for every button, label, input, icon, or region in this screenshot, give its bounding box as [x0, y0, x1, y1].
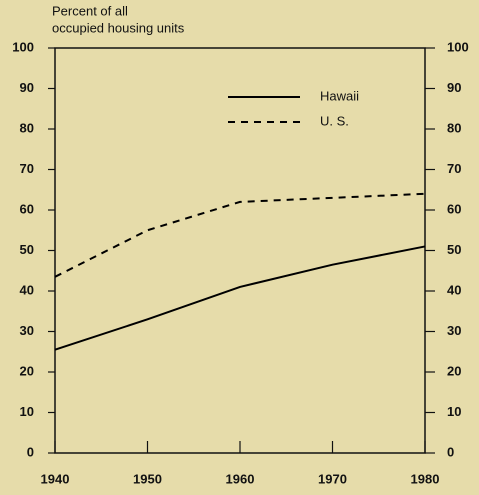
y-tick-label: 100 — [12, 39, 34, 54]
y2-tick-label: 100 — [447, 39, 469, 54]
y2-tick-label: 80 — [447, 120, 461, 135]
x-tick-label: 1950 — [133, 471, 162, 486]
x-tick-label: 1970 — [318, 471, 347, 486]
y2-tick-label: 30 — [447, 323, 461, 338]
y2-tick-label: 10 — [447, 404, 461, 419]
y2-tick-label: 60 — [447, 201, 461, 216]
legend-label: U. S. — [320, 113, 349, 128]
y-tick-label: 30 — [20, 323, 34, 338]
y-tick-label: 0 — [27, 444, 34, 459]
y-tick-label: 80 — [20, 120, 34, 135]
y2-tick-label: 90 — [447, 80, 461, 95]
y-axis-label: occupied housing units — [52, 20, 185, 35]
y2-tick-label: 20 — [447, 363, 461, 378]
legend-label: Hawaii — [320, 88, 359, 103]
y-tick-label: 20 — [20, 363, 34, 378]
x-tick-label: 1960 — [226, 471, 255, 486]
data-line — [54, 192, 426, 278]
y-tick-label: 60 — [20, 201, 34, 216]
x-tick-label: 1940 — [41, 471, 70, 486]
y2-tick-label: 70 — [447, 161, 461, 176]
y-tick-label: 40 — [20, 282, 34, 297]
data-line — [54, 245, 426, 351]
y-axis-label: Percent of all — [52, 3, 128, 18]
y2-tick-label: 0 — [447, 444, 454, 459]
y-tick-label: 90 — [20, 80, 34, 95]
y-tick-label: 70 — [20, 161, 34, 176]
x-tick-label: 1980 — [411, 471, 440, 486]
y-tick-label: 50 — [20, 242, 34, 257]
y2-tick-label: 40 — [447, 282, 461, 297]
y-tick-label: 10 — [20, 404, 34, 419]
y2-tick-label: 50 — [447, 242, 461, 257]
